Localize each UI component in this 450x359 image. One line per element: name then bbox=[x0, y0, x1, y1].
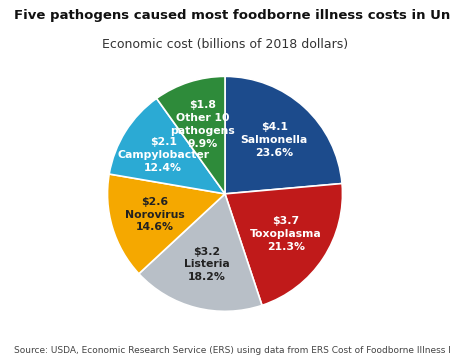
Text: Economic cost (billions of 2018 dollars): Economic cost (billions of 2018 dollars) bbox=[102, 38, 348, 51]
Wedge shape bbox=[157, 76, 225, 194]
Wedge shape bbox=[109, 98, 225, 194]
Text: $3.7
Toxoplasma
21.3%: $3.7 Toxoplasma 21.3% bbox=[250, 216, 322, 252]
Text: $4.1
Salmonella
23.6%: $4.1 Salmonella 23.6% bbox=[241, 122, 308, 158]
Text: $2.1
Campylobacter
12.4%: $2.1 Campylobacter 12.4% bbox=[117, 137, 209, 173]
Wedge shape bbox=[225, 76, 342, 194]
Text: $3.2
Listeria
18.2%: $3.2 Listeria 18.2% bbox=[184, 247, 230, 282]
Text: Five pathogens caused most foodborne illness costs in United States: Five pathogens caused most foodborne ill… bbox=[14, 9, 450, 22]
Wedge shape bbox=[225, 183, 342, 306]
Text: Source: USDA, Economic Research Service (ERS) using data from ERS Cost of Foodbo: Source: USDA, Economic Research Service … bbox=[14, 346, 450, 355]
Text: $1.8
Other 10
pathogens
9.9%: $1.8 Other 10 pathogens 9.9% bbox=[171, 100, 235, 149]
Text: $2.6
Norovirus
14.6%: $2.6 Norovirus 14.6% bbox=[125, 197, 185, 232]
Wedge shape bbox=[108, 174, 225, 274]
Wedge shape bbox=[139, 194, 262, 311]
